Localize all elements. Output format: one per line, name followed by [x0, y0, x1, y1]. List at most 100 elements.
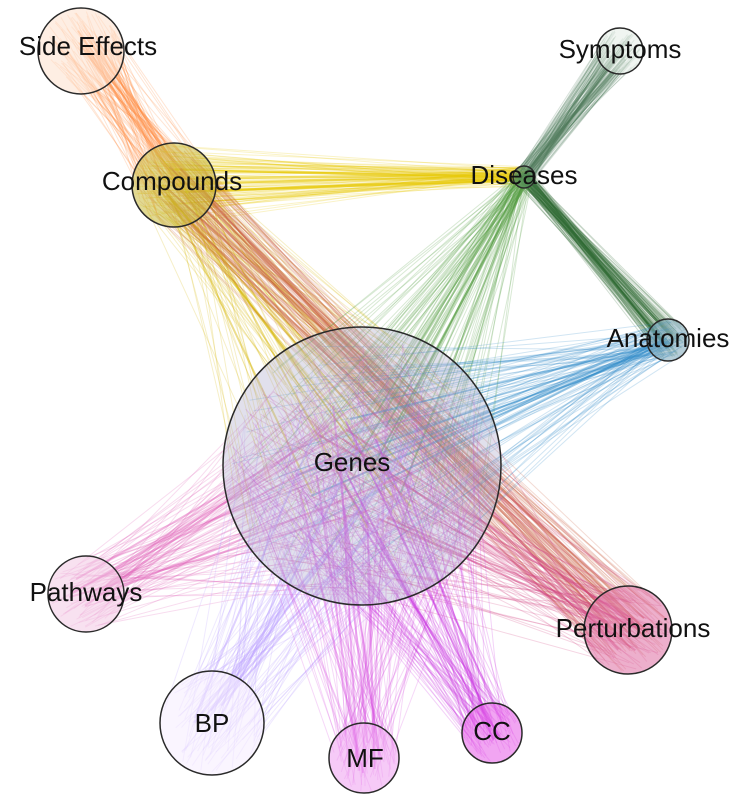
edge-line: [530, 71, 625, 171]
edge-line: [309, 547, 491, 762]
edge-line: [192, 213, 324, 554]
edge-line: [365, 447, 482, 744]
edge-line: [152, 161, 664, 651]
edge-line: [205, 173, 265, 432]
edge-line: [240, 461, 477, 724]
edge-line: [252, 441, 511, 715]
edge-line: [334, 331, 663, 414]
edge-line: [85, 412, 397, 621]
edge-line: [194, 160, 530, 177]
edge-line: [180, 178, 352, 560]
edge-core-line: [411, 421, 620, 651]
edge-core-line: [524, 172, 667, 345]
edge-line: [268, 555, 634, 622]
edge-line: [274, 457, 493, 743]
edge-line: [180, 168, 656, 625]
edge-line: [321, 345, 660, 351]
edge-line: [245, 436, 360, 705]
edge-line: [186, 200, 613, 606]
node-bp[interactable]: [159, 670, 265, 776]
node-compounds[interactable]: [131, 142, 217, 228]
edge-line: [150, 165, 525, 169]
edge-line: [360, 338, 686, 417]
edge-line: [191, 155, 525, 177]
edge-line: [234, 384, 378, 693]
edge-line: [524, 180, 678, 343]
edge-line: [530, 174, 661, 335]
edge-line: [524, 170, 657, 336]
node-label-mf: MF: [346, 743, 384, 773]
edge-line: [338, 328, 670, 489]
node-cc[interactable]: [461, 702, 523, 764]
edge-line: [379, 421, 461, 731]
edge-line: [443, 502, 651, 604]
edge-line: [432, 421, 509, 717]
edge-line: [359, 179, 532, 378]
edge-line: [517, 171, 665, 334]
node-diseases[interactable]: [512, 165, 536, 189]
edge-line: [378, 431, 483, 758]
edge-line: [302, 336, 664, 513]
edge-line: [139, 204, 418, 350]
edge-line: [513, 178, 668, 333]
edge-line: [183, 422, 472, 694]
node-symptoms[interactable]: [596, 27, 644, 75]
edge-line: [207, 195, 635, 648]
edge-line: [442, 319, 669, 450]
edge-line: [93, 343, 383, 596]
node-label-compounds: Compounds: [102, 166, 242, 196]
edge-core-line: [369, 179, 528, 472]
edge-line: [205, 192, 422, 460]
edge-core-line: [359, 521, 501, 737]
edge-line: [173, 152, 629, 629]
edge-line: [514, 174, 676, 346]
edge-line: [295, 402, 494, 731]
edge-line: [177, 204, 611, 656]
edge-line: [523, 172, 681, 339]
edge-line: [304, 176, 533, 455]
edge-line: [352, 398, 382, 740]
edge-line: [86, 422, 479, 565]
edge-line: [166, 160, 517, 171]
edge-line: [281, 440, 632, 604]
edge-core-line: [344, 421, 500, 737]
edge-line: [276, 183, 526, 470]
edge-line: [382, 172, 532, 432]
edge-line: [280, 178, 521, 477]
edge-line: [373, 462, 414, 733]
edge-line: [526, 171, 684, 344]
edge-line: [152, 205, 393, 379]
edge-line: [367, 545, 474, 729]
node-label-symptoms: Symptoms: [559, 34, 682, 64]
edge-line: [105, 375, 401, 576]
edge-line: [273, 512, 468, 726]
edge-line: [202, 191, 614, 621]
node-perturbations[interactable]: [583, 585, 673, 675]
node-side-effects[interactable]: [37, 7, 125, 95]
edge-line: [377, 346, 388, 781]
edge-line: [186, 178, 520, 198]
edge-line: [205, 180, 273, 492]
edge-core-line: [342, 504, 380, 756]
edge-line: [394, 174, 519, 469]
edge-line: [152, 190, 606, 635]
edge-line: [210, 180, 656, 602]
edge-line: [331, 169, 521, 488]
node-pathways[interactable]: [47, 555, 125, 633]
edge-line: [527, 63, 631, 180]
edge-line: [165, 163, 618, 597]
edge-line: [341, 168, 530, 550]
node-genes[interactable]: [222, 326, 502, 606]
edge-line: [378, 442, 441, 741]
edge-core-line: [384, 175, 526, 428]
edge-line: [523, 174, 681, 342]
edge-line: [334, 355, 672, 452]
node-anatomies[interactable]: [646, 318, 690, 362]
node-mf[interactable]: [328, 722, 400, 794]
edge-line: [370, 430, 618, 605]
edge-line: [206, 194, 671, 631]
edge-core-line: [155, 184, 412, 507]
edge-line: [362, 174, 515, 366]
edge-line: [199, 163, 521, 169]
edge-line: [157, 212, 598, 610]
